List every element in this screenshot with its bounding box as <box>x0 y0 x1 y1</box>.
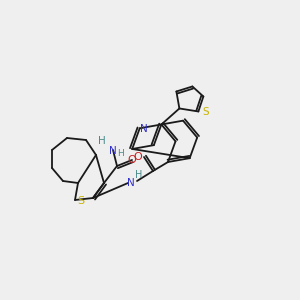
Text: H: H <box>117 148 123 158</box>
Text: S: S <box>202 107 209 118</box>
Text: N: N <box>140 124 148 134</box>
Text: N: N <box>127 178 135 188</box>
Text: S: S <box>77 196 85 206</box>
Text: H: H <box>98 136 106 146</box>
Text: N: N <box>109 146 117 156</box>
Text: O: O <box>134 152 142 162</box>
Text: O: O <box>128 155 136 165</box>
Text: H: H <box>135 170 143 180</box>
